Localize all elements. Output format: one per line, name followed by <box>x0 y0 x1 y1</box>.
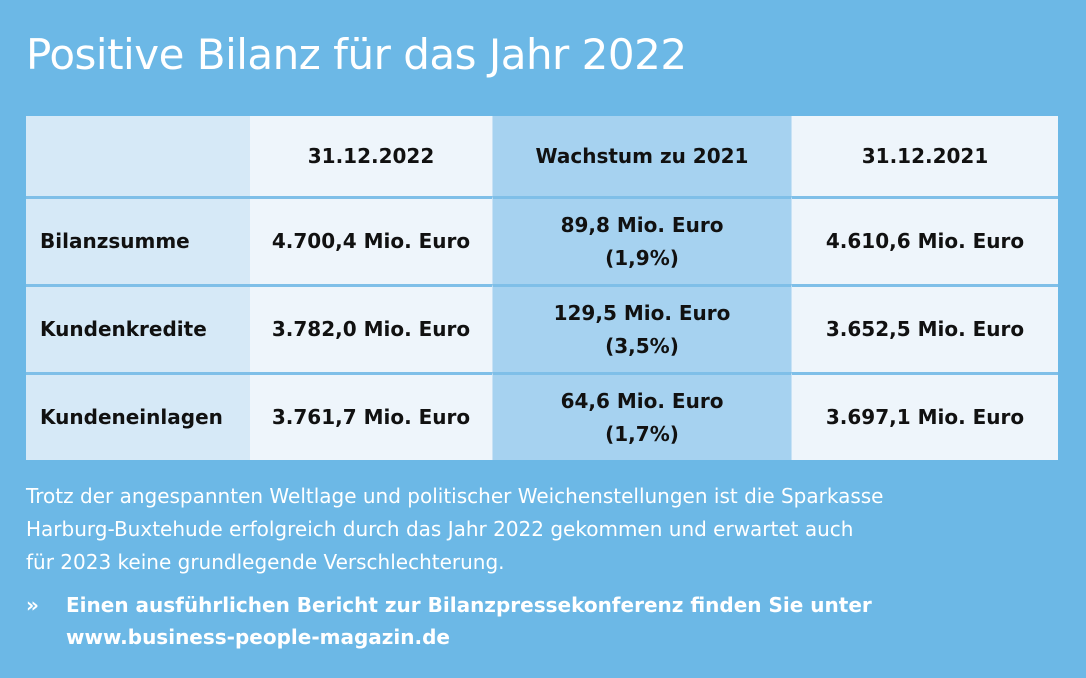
value-2021: 3.652,5 Mio. Euro <box>792 284 1058 372</box>
page-title: Positive Bilanz für das Jahr 2022 <box>26 30 687 79</box>
row-label: Bilanzsumme <box>26 196 250 284</box>
value-2021: 4.610,6 Mio. Euro <box>792 196 1058 284</box>
growth-absolute: 129,5 Mio. Euro <box>553 300 731 325</box>
header-cell-2022: 31.12.2022 <box>250 116 492 196</box>
row-label: Kundeneinlagen <box>26 372 250 460</box>
body-text-line: Trotz der angespannten Weltlage und poli… <box>26 484 884 508</box>
value-2022: 3.782,0 Mio. Euro <box>250 284 492 372</box>
growth-cell: 89,8 Mio. Euro (1,9%) <box>492 196 792 284</box>
growth-cell: 129,5 Mio. Euro (3,5%) <box>492 284 792 372</box>
double-chevron-icon: » <box>26 593 39 617</box>
header-cell-2021: 31.12.2021 <box>792 116 1058 196</box>
growth-absolute: 89,8 Mio. Euro <box>560 212 724 237</box>
value-2022: 3.761,7 Mio. Euro <box>250 372 492 460</box>
growth-cell: 64,6 Mio. Euro (1,7%) <box>492 372 792 460</box>
growth-percent: (1,7%) <box>605 421 679 446</box>
growth-percent: (1,9%) <box>605 245 679 270</box>
report-link-block: » Einen ausführlichen Bericht zur Bilanz… <box>26 589 872 653</box>
header-cell-empty <box>26 116 250 196</box>
value-2022: 4.700,4 Mio. Euro <box>250 196 492 284</box>
body-text-line: Harburg-Buxtehude erfolgreich durch das … <box>26 517 854 541</box>
website-link[interactable]: www.business-people-magazin.de <box>66 625 450 649</box>
body-text: Trotz der angespannten Weltlage und poli… <box>26 480 1056 579</box>
row-label: Kundenkredite <box>26 284 250 372</box>
value-2021: 3.697,1 Mio. Euro <box>792 372 1058 460</box>
body-text-line: für 2023 keine grundlegende Verschlechte… <box>26 550 505 574</box>
growth-absolute: 64,6 Mio. Euro <box>560 388 724 413</box>
growth-percent: (3,5%) <box>605 333 679 358</box>
balance-table: 31.12.2022 Wachstum zu 2021 31.12.2021 B… <box>26 116 1058 460</box>
header-cell-growth: Wachstum zu 2021 <box>492 116 792 196</box>
report-link-text: Einen ausführlichen Bericht zur Bilanzpr… <box>66 593 872 617</box>
